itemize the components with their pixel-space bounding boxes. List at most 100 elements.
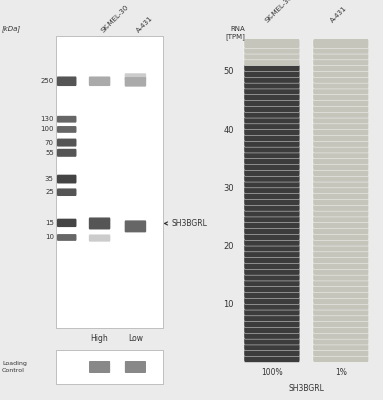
FancyBboxPatch shape xyxy=(313,225,369,234)
FancyBboxPatch shape xyxy=(313,103,369,112)
FancyBboxPatch shape xyxy=(313,353,369,362)
Bar xyxy=(56,350,163,384)
FancyBboxPatch shape xyxy=(244,283,300,292)
FancyBboxPatch shape xyxy=(313,335,369,345)
Text: [kDa]: [kDa] xyxy=(2,25,21,32)
FancyBboxPatch shape xyxy=(313,254,369,264)
FancyBboxPatch shape xyxy=(244,108,300,118)
FancyBboxPatch shape xyxy=(125,77,146,87)
FancyBboxPatch shape xyxy=(313,120,369,130)
FancyBboxPatch shape xyxy=(313,62,369,72)
FancyBboxPatch shape xyxy=(244,260,300,269)
FancyBboxPatch shape xyxy=(244,231,300,240)
FancyBboxPatch shape xyxy=(125,73,146,80)
FancyBboxPatch shape xyxy=(244,289,300,298)
FancyBboxPatch shape xyxy=(244,103,300,112)
FancyBboxPatch shape xyxy=(313,190,369,200)
FancyBboxPatch shape xyxy=(57,234,77,241)
Text: Low: Low xyxy=(128,334,143,343)
Text: SK-MEL-30: SK-MEL-30 xyxy=(264,0,294,24)
FancyBboxPatch shape xyxy=(244,172,300,182)
Text: SK-MEL-30: SK-MEL-30 xyxy=(100,4,129,34)
FancyBboxPatch shape xyxy=(313,289,369,298)
Text: 20: 20 xyxy=(223,242,234,251)
FancyBboxPatch shape xyxy=(313,330,369,339)
FancyBboxPatch shape xyxy=(244,248,300,258)
FancyBboxPatch shape xyxy=(244,225,300,234)
FancyBboxPatch shape xyxy=(313,277,369,287)
FancyBboxPatch shape xyxy=(313,126,369,136)
FancyBboxPatch shape xyxy=(313,50,369,60)
FancyBboxPatch shape xyxy=(313,196,369,205)
FancyBboxPatch shape xyxy=(244,347,300,356)
FancyBboxPatch shape xyxy=(313,114,369,124)
FancyBboxPatch shape xyxy=(313,341,369,351)
FancyBboxPatch shape xyxy=(244,324,300,333)
FancyBboxPatch shape xyxy=(313,312,369,322)
FancyBboxPatch shape xyxy=(313,79,369,89)
FancyBboxPatch shape xyxy=(313,155,369,164)
Text: SH3BGRL: SH3BGRL xyxy=(165,219,207,228)
FancyBboxPatch shape xyxy=(313,207,369,217)
FancyBboxPatch shape xyxy=(313,213,369,223)
FancyBboxPatch shape xyxy=(313,68,369,77)
FancyBboxPatch shape xyxy=(313,74,369,83)
FancyBboxPatch shape xyxy=(313,295,369,304)
FancyBboxPatch shape xyxy=(244,353,300,362)
Text: High: High xyxy=(91,334,108,343)
FancyBboxPatch shape xyxy=(57,149,77,157)
FancyBboxPatch shape xyxy=(57,175,77,184)
FancyBboxPatch shape xyxy=(313,260,369,269)
FancyBboxPatch shape xyxy=(244,126,300,136)
Text: 130: 130 xyxy=(40,116,54,122)
Text: 100: 100 xyxy=(40,126,54,132)
FancyBboxPatch shape xyxy=(244,277,300,287)
FancyBboxPatch shape xyxy=(125,220,146,232)
FancyBboxPatch shape xyxy=(244,56,300,66)
Text: 50: 50 xyxy=(223,68,234,76)
FancyBboxPatch shape xyxy=(244,178,300,188)
FancyBboxPatch shape xyxy=(313,266,369,275)
Text: 40: 40 xyxy=(223,126,234,135)
FancyBboxPatch shape xyxy=(313,306,369,316)
Text: RNA
[TPM]: RNA [TPM] xyxy=(225,26,245,40)
FancyBboxPatch shape xyxy=(313,167,369,176)
FancyBboxPatch shape xyxy=(244,295,300,304)
FancyBboxPatch shape xyxy=(89,234,110,242)
FancyBboxPatch shape xyxy=(313,184,369,194)
Text: 10: 10 xyxy=(45,234,54,240)
FancyBboxPatch shape xyxy=(313,39,369,48)
FancyBboxPatch shape xyxy=(313,283,369,292)
FancyBboxPatch shape xyxy=(57,188,77,196)
FancyBboxPatch shape xyxy=(57,76,77,86)
FancyBboxPatch shape xyxy=(244,306,300,316)
FancyBboxPatch shape xyxy=(244,44,300,54)
Text: 1%: 1% xyxy=(335,368,347,377)
FancyBboxPatch shape xyxy=(244,149,300,159)
FancyBboxPatch shape xyxy=(313,271,369,281)
FancyBboxPatch shape xyxy=(244,335,300,345)
FancyBboxPatch shape xyxy=(313,318,369,328)
FancyBboxPatch shape xyxy=(313,138,369,147)
FancyBboxPatch shape xyxy=(313,231,369,240)
FancyBboxPatch shape xyxy=(313,248,369,258)
FancyBboxPatch shape xyxy=(244,97,300,106)
FancyBboxPatch shape xyxy=(313,300,369,310)
FancyBboxPatch shape xyxy=(313,143,369,153)
FancyBboxPatch shape xyxy=(313,56,369,66)
Text: 55: 55 xyxy=(45,150,54,156)
FancyBboxPatch shape xyxy=(313,44,369,54)
FancyBboxPatch shape xyxy=(57,126,77,133)
Text: 35: 35 xyxy=(45,176,54,182)
FancyBboxPatch shape xyxy=(244,330,300,339)
FancyBboxPatch shape xyxy=(244,300,300,310)
FancyBboxPatch shape xyxy=(244,155,300,164)
FancyBboxPatch shape xyxy=(244,167,300,176)
FancyBboxPatch shape xyxy=(244,161,300,170)
FancyBboxPatch shape xyxy=(57,116,77,123)
FancyBboxPatch shape xyxy=(313,242,369,252)
FancyBboxPatch shape xyxy=(313,178,369,188)
FancyBboxPatch shape xyxy=(313,85,369,95)
FancyBboxPatch shape xyxy=(244,190,300,200)
Text: A-431: A-431 xyxy=(136,15,154,34)
